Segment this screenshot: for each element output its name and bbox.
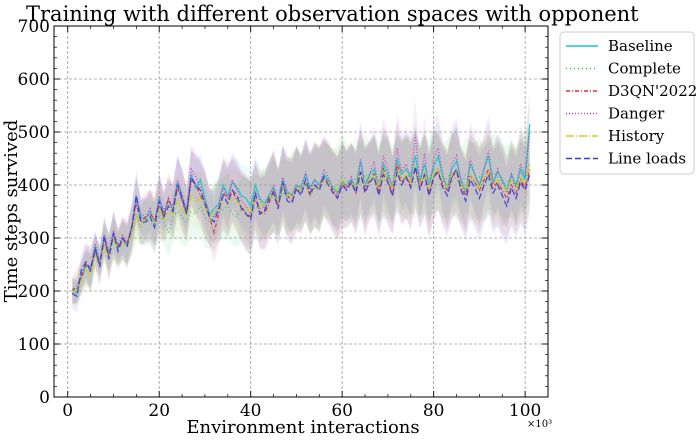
y-tick-label: 100 — [18, 335, 50, 355]
legend-label: Line loads — [608, 150, 686, 168]
gridlines — [54, 25, 548, 398]
legend-label: History — [608, 127, 665, 145]
chart-title: Training with different observation spac… — [26, 2, 639, 26]
legend-frame — [559, 31, 695, 175]
legend-label: D3QN'2022 — [608, 82, 697, 100]
line-danger — [71, 131, 531, 295]
band-danger — [72, 97, 530, 305]
y-axis: 0 100 200 300 400 500 600 700 — [18, 17, 548, 408]
x-tick-label: 20 — [148, 401, 170, 421]
band-baseline — [72, 89, 530, 306]
x-tick-label: 80 — [423, 401, 445, 421]
legend-label: Baseline — [608, 37, 673, 55]
plot-frame — [53, 25, 549, 398]
confidence-bands — [72, 89, 530, 313]
legend-label: Danger — [608, 105, 665, 123]
x-tick-label: 60 — [331, 401, 353, 421]
legend: Baseline Complete D3QN'2022 Danger History Li… — [559, 31, 697, 175]
y-tick-label: 600 — [18, 70, 50, 90]
y-tick-label: 500 — [18, 123, 50, 143]
y-axis-label: Time steps survived — [1, 120, 22, 303]
line-d3qn-2022 — [71, 163, 531, 292]
x-tick-label: 40 — [240, 401, 262, 421]
series-lines — [71, 123, 531, 298]
y-tick-label: 0 — [39, 388, 50, 408]
legend-label: Complete — [608, 60, 681, 78]
band-history — [72, 127, 530, 306]
line-history — [72, 163, 531, 292]
y-tick-label: 700 — [18, 17, 50, 37]
y-tick-label: 300 — [18, 229, 50, 249]
x-tick-label: 0 — [62, 401, 73, 421]
x-axis-label: Environment interactions — [186, 417, 419, 438]
y-tick-label: 200 — [18, 282, 50, 302]
line-baseline — [71, 123, 531, 295]
x-tick-label: 100 — [509, 401, 541, 421]
line-line-loads — [71, 166, 531, 298]
x-axis-multiplier: ×10³ — [527, 419, 552, 430]
x-axis: 0 20 40 60 80 100 — [62, 26, 541, 421]
band-line-loads — [72, 126, 530, 313]
y-tick-label: 400 — [18, 176, 50, 196]
